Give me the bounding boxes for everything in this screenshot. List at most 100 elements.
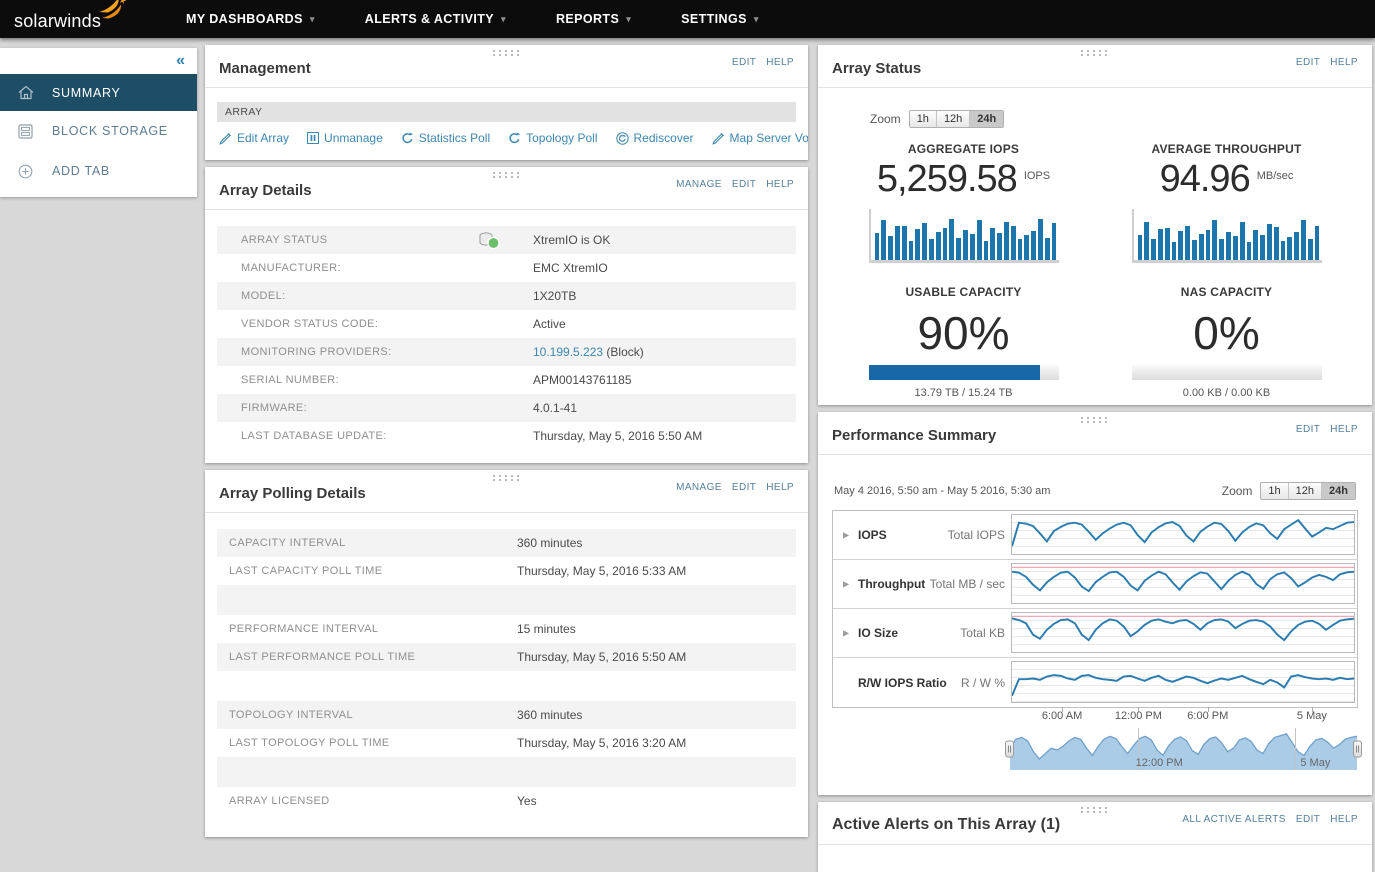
- edit-link[interactable]: EDIT: [731, 482, 757, 493]
- edit-link[interactable]: EDIT: [1295, 57, 1321, 68]
- bar: [915, 229, 921, 260]
- expand-arrow-icon[interactable]: ▶: [843, 579, 850, 589]
- array-status-zoom-group: 1h 12h 24h: [908, 110, 1005, 128]
- metric-unit: IOPS: [1023, 170, 1051, 182]
- capacity-detail: 0.00 KB / 0.00 KB: [1182, 387, 1271, 400]
- sidebar-item-summary[interactable]: SUMMARY: [0, 74, 197, 111]
- row-value: 15 minutes: [517, 622, 576, 636]
- edit-link[interactable]: EDIT: [731, 57, 757, 68]
- monitoring-provider-link[interactable]: 10.199.5.223: [533, 345, 604, 359]
- edit-link[interactable]: EDIT: [731, 179, 757, 190]
- all-active-alerts-link[interactable]: ALL ACTIVE ALERTS: [1182, 814, 1286, 825]
- bar: [1024, 235, 1030, 260]
- bar: [1017, 239, 1023, 260]
- management-panel: Management EDIT HELP ARRAY Edit Array Unma…: [205, 45, 808, 160]
- edit-link[interactable]: EDIT: [1295, 424, 1321, 435]
- table-row-last-capacity-poll-time: LAST CAPACITY POLL TIME Thursday, May 5, …: [217, 557, 796, 585]
- help-link[interactable]: HELP: [1330, 814, 1358, 825]
- array-status-zoom-label: Zoom: [870, 112, 901, 126]
- array-status-zoom-24h-button[interactable]: 24h: [969, 111, 1004, 127]
- performance-zoom-12h-button[interactable]: 12h: [1287, 483, 1322, 499]
- action-unmanage[interactable]: Unmanage: [307, 131, 383, 145]
- axis-label-6-00-pm: 6:00 PM: [1187, 710, 1229, 722]
- panel-title: Management: [219, 59, 311, 77]
- bar: [1266, 223, 1272, 260]
- action-topology-poll[interactable]: Topology Poll: [508, 131, 598, 145]
- bar: [1212, 220, 1218, 260]
- bar: [901, 225, 907, 260]
- table-row-last-database-update: LAST DATABASE UPDATE: Thursday, May 5, 20…: [217, 422, 796, 450]
- table-row-array-licensed: ARRAY LICENSED Yes: [217, 787, 796, 815]
- array-status-zoom-1h-button[interactable]: 1h: [909, 111, 936, 127]
- performance-zoom-24h-button[interactable]: 24h: [1321, 483, 1355, 499]
- drag-handle-icon[interactable]: [490, 49, 523, 57]
- action-map-server-volumes[interactable]: Map Server Volumes: [711, 131, 808, 145]
- performance-info-row: May 4 2016, 5:50 am - May 5 2016, 5:30 a…: [834, 482, 1356, 500]
- row-value: APM00143761185: [533, 373, 632, 387]
- action-label: Map Server Volumes: [729, 131, 808, 145]
- sidebar-item-add-tab[interactable]: ADD TAB: [0, 151, 197, 191]
- bar: [874, 233, 880, 260]
- help-link[interactable]: HELP: [766, 57, 794, 68]
- sidebar-collapse-button[interactable]: «: [0, 48, 197, 74]
- management-actions: Edit Array Unmanage Statistics Poll Topolog…: [217, 122, 808, 145]
- solarwinds-logo[interactable]: solarwinds: [14, 0, 131, 38]
- panel-title: Array Polling Details: [219, 484, 366, 502]
- drag-handle-icon[interactable]: [490, 474, 523, 482]
- axis-tick: [1138, 707, 1140, 712]
- nav-item-reports[interactable]: REPORTS ▾: [531, 0, 656, 38]
- expand-arrow-icon[interactable]: ▶: [843, 530, 850, 540]
- manage-link[interactable]: MANAGE: [676, 179, 722, 190]
- chevron-down-icon: ▾: [753, 13, 759, 24]
- drag-handle-icon[interactable]: [1079, 806, 1111, 814]
- expand-arrow-icon[interactable]: ▶: [843, 628, 850, 638]
- range-navigator[interactable]: 12:00 PM 5 May: [1005, 728, 1362, 770]
- bar: [1151, 238, 1156, 260]
- action-edit-array[interactable]: Edit Array: [219, 131, 289, 145]
- nav-item-alerts-activity[interactable]: ALERTS & ACTIVITY ▾: [340, 0, 531, 38]
- manage-link[interactable]: MANAGE: [676, 482, 722, 493]
- row-value: XtremIO is OK: [533, 233, 611, 247]
- navigator-label-12-00-pm: 12:00 PM: [1135, 757, 1183, 769]
- sparkline-chart: [1011, 514, 1355, 555]
- row-label: SERIAL NUMBER:: [241, 374, 340, 386]
- metric-value: 94.96: [1159, 158, 1251, 200]
- bar: [1260, 235, 1265, 260]
- row-label: LAST DATABASE UPDATE:: [241, 430, 387, 442]
- drag-handle-icon[interactable]: [1079, 49, 1111, 57]
- bar: [1287, 236, 1293, 260]
- table-row-serial-number: SERIAL NUMBER: APM00143761185: [217, 366, 796, 394]
- help-link[interactable]: HELP: [1330, 57, 1358, 68]
- drag-handle-icon[interactable]: [490, 171, 523, 179]
- nav-item-my-dashboards[interactable]: MY DASHBOARDS ▾: [161, 0, 340, 38]
- help-link[interactable]: HELP: [1330, 424, 1358, 435]
- performance-zoom-1h-button[interactable]: 1h: [1261, 483, 1288, 499]
- action-rediscover[interactable]: Rediscover: [615, 131, 694, 145]
- axis-tick: [1311, 707, 1313, 712]
- performance-links: EDIT HELP: [1296, 424, 1358, 435]
- drag-handle-icon[interactable]: [1079, 416, 1111, 424]
- navigator-left-handle[interactable]: [1005, 740, 1014, 758]
- navigator-gridline: [1294, 728, 1296, 770]
- action-statistics-poll[interactable]: Statistics Poll: [401, 131, 490, 145]
- row-label: MODEL:: [241, 290, 286, 302]
- bar: [997, 233, 1002, 260]
- edit-link[interactable]: EDIT: [1295, 814, 1321, 825]
- sparkline-chart: [1011, 563, 1355, 604]
- action-label: Rediscover: [633, 131, 694, 145]
- metric-name: IO Size: [858, 626, 899, 640]
- rediscover-icon: [615, 131, 629, 145]
- row-value: 10.199.5.223 (Block): [533, 345, 644, 359]
- array-status-zoom-12h-button[interactable]: 12h: [935, 111, 970, 127]
- help-link[interactable]: HELP: [766, 179, 794, 190]
- bar: [1031, 230, 1036, 260]
- nav-item-label: ALERTS & ACTIVITY: [364, 12, 495, 26]
- help-link[interactable]: HELP: [766, 482, 794, 493]
- navigator-right-handle[interactable]: [1353, 740, 1362, 758]
- chevron-down-icon: ▾: [501, 13, 506, 24]
- metric-value-row: 94.96 MB/sec: [1095, 158, 1358, 201]
- array-status-metrics: AGGREGATE IOPS 5,259.58 IOPS AVERAGE THROUG…: [832, 134, 1358, 263]
- sidebar-item-block-storage[interactable]: BLOCK STORAGE: [0, 111, 197, 151]
- bar: [1003, 222, 1009, 260]
- nav-item-settings[interactable]: SETTINGS ▾: [656, 0, 784, 38]
